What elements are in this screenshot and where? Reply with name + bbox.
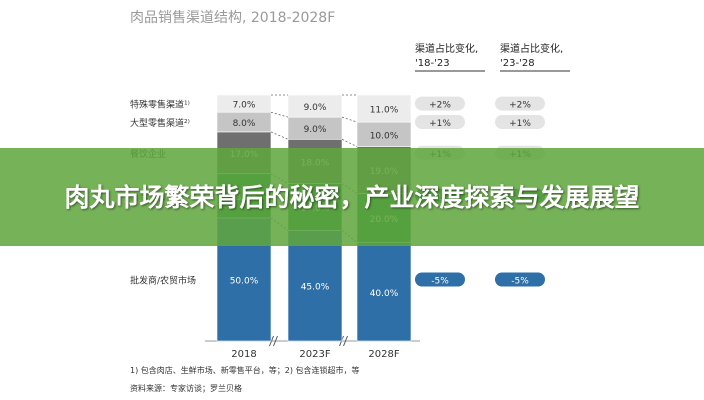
legend-label: 大型零售渠道²⁾ (130, 117, 190, 129)
data-label: 7.0% (233, 101, 256, 111)
bar-segment (356, 242, 412, 342)
change-header-period: '18-'23 (415, 58, 450, 69)
change-value: -5% (431, 277, 449, 287)
source-note: 资料来源：专家访谈；罗兰贝格 (130, 383, 242, 393)
chart-title: 肉品销售渠道结构, 2018-2028F (130, 10, 335, 26)
x-tick-label: 2023F (299, 349, 330, 360)
change-pill (495, 272, 545, 287)
change-value: +2% (429, 101, 451, 111)
change-pill (495, 96, 545, 111)
change-pill (415, 272, 465, 287)
connector-line (341, 116, 358, 123)
data-label: 10.0% (370, 131, 399, 141)
data-label: 9.0% (304, 125, 327, 135)
legend-label: 批发商/农贸市场 (130, 275, 196, 287)
footnote: 1) 包含肉店、生鲜市场、新零售平台，等；2) 包含连锁超市，等 (130, 365, 360, 375)
change-value: +1% (429, 119, 451, 129)
data-label: 40.0% (370, 289, 399, 299)
change-header-period: '23-'28 (500, 58, 535, 69)
x-tick-label: 2018 (231, 349, 256, 360)
change-value: -5% (511, 277, 529, 287)
connector-line (341, 138, 358, 148)
connector-line (270, 111, 289, 118)
data-label: 50.0% (230, 277, 259, 287)
legend-label: 特殊零售渠道¹⁾ (130, 99, 190, 111)
axis-break-mark (269, 335, 274, 347)
bar-segment (356, 94, 412, 123)
bar-segment (216, 94, 272, 113)
change-value: +1% (509, 119, 531, 129)
x-tick-label: 2028F (368, 349, 399, 360)
change-value: +2% (509, 101, 531, 111)
data-label: 9.0% (304, 103, 327, 113)
data-label: 45.0% (301, 283, 330, 293)
bar-segment (287, 94, 343, 118)
data-label: 11.0% (370, 106, 399, 116)
change-pill (415, 115, 465, 130)
bar-segment (356, 121, 412, 147)
change-header: 渠道占比变化, (500, 42, 563, 55)
axis-break-mark (273, 335, 278, 347)
change-pill (415, 96, 465, 111)
banner-title: 肉丸市场繁荣背后的秘密，产业深度探索与发展展望 (64, 182, 640, 212)
title-banner: 肉丸市场繁荣背后的秘密，产业深度探索与发展展望 (0, 148, 704, 246)
bar-segment (287, 230, 343, 342)
data-label: 8.0% (233, 119, 256, 129)
axis-break-mark (343, 335, 348, 347)
change-header: 渠道占比变化, (415, 42, 478, 55)
change-pill (495, 115, 545, 130)
connector-line (270, 131, 289, 140)
